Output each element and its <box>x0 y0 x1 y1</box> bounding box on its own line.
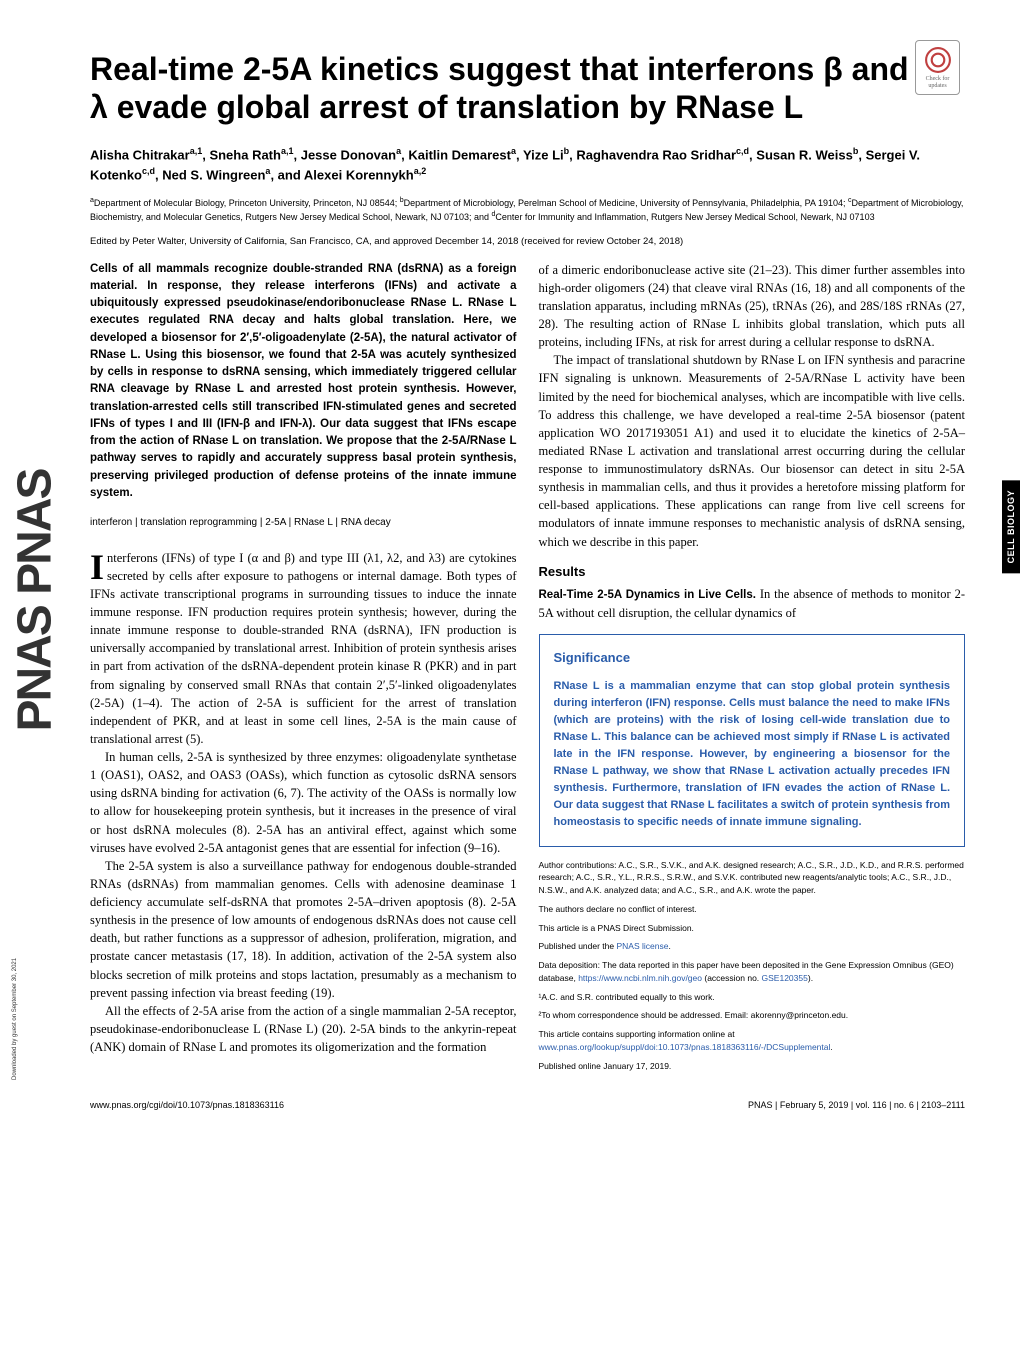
submission-type: This article is a PNAS Direct Submission… <box>539 922 966 935</box>
body-p1: Interferons (IFNs) of type I (α and β) a… <box>90 549 517 748</box>
crossmark-icon <box>924 46 952 74</box>
data-deposition: Data deposition: The data reported in th… <box>539 959 966 985</box>
geo-link[interactable]: https://www.ncbi.nlm.nih.gov/geo <box>578 973 702 983</box>
published-date: Published online January 17, 2019. <box>539 1060 966 1073</box>
equal-contribution: ¹A.C. and S.R. contributed equally to th… <box>539 991 966 1004</box>
journal-sidebar: PNAS PNAS <box>0 50 70 1150</box>
body-text-col2: of a dimeric endoribonuclease active sit… <box>539 261 966 551</box>
author-list: Alisha Chitrakara,1, Sneha Ratha,1, Jess… <box>90 145 965 185</box>
author-contributions: Author contributions: A.C., S.R., S.V.K.… <box>539 859 966 897</box>
conflict-statement: The authors declare no conflict of inter… <box>539 903 966 916</box>
results-heading: Results <box>539 563 966 582</box>
download-note: Downloaded by guest on September 30, 202… <box>12 958 18 1080</box>
results-subhead: Real-Time 2-5A Dynamics in Live Cells. <box>539 589 756 601</box>
article-title: Real-time 2-5A kinetics suggest that int… <box>90 50 965 127</box>
significance-title: Significance <box>554 649 951 668</box>
supporting-link[interactable]: www.pnas.org/lookup/suppl/doi:10.1073/pn… <box>539 1042 831 1052</box>
license-link[interactable]: PNAS license <box>616 941 668 951</box>
affiliations: aDepartment of Molecular Biology, Prince… <box>90 196 965 223</box>
edited-by: Edited by Peter Walter, University of Ca… <box>90 236 965 247</box>
crossmark-label: Check for updates <box>916 76 959 89</box>
significance-box: Significance RNase L is a mammalian enzy… <box>539 634 966 846</box>
accession-link[interactable]: GSE120355 <box>762 973 808 983</box>
abstract: Cells of all mammals recognize double-st… <box>90 261 517 503</box>
category-tab: CELL BIOLOGY <box>1002 480 1020 573</box>
body-p6: The impact of translational shutdown by … <box>539 351 966 550</box>
page-footer: www.pnas.org/cgi/doi/10.1073/pnas.181836… <box>90 1092 965 1110</box>
body-p2: In human cells, 2-5A is synthesized by t… <box>90 748 517 857</box>
journal-logo: PNAS PNAS <box>8 469 63 731</box>
body-p4: All the effects of 2-5A arise from the a… <box>90 1002 517 1056</box>
keywords: interferon | translation reprogramming |… <box>90 516 517 531</box>
footnotes: Author contributions: A.C., S.R., S.V.K.… <box>539 859 966 1073</box>
body-text: Interferons (IFNs) of type I (α and β) a… <box>90 549 517 1057</box>
supporting-info: This article contains supporting informa… <box>539 1028 966 1054</box>
correspondence: ²To whom correspondence should be addres… <box>539 1009 966 1022</box>
significance-body: RNase L is a mammalian enzyme that can s… <box>554 678 951 831</box>
license-line: Published under the PNAS license. <box>539 940 966 953</box>
footer-citation: PNAS | February 5, 2019 | vol. 116 | no.… <box>748 1100 965 1110</box>
crossmark-badge[interactable]: Check for updates <box>915 40 960 95</box>
footer-doi: www.pnas.org/cgi/doi/10.1073/pnas.181836… <box>90 1100 284 1110</box>
results-intro: Real-Time 2-5A Dynamics in Live Cells. I… <box>539 585 966 622</box>
body-p3: The 2-5A system is also a surveillance p… <box>90 857 517 1002</box>
body-p5: of a dimeric endoribonuclease active sit… <box>539 261 966 352</box>
